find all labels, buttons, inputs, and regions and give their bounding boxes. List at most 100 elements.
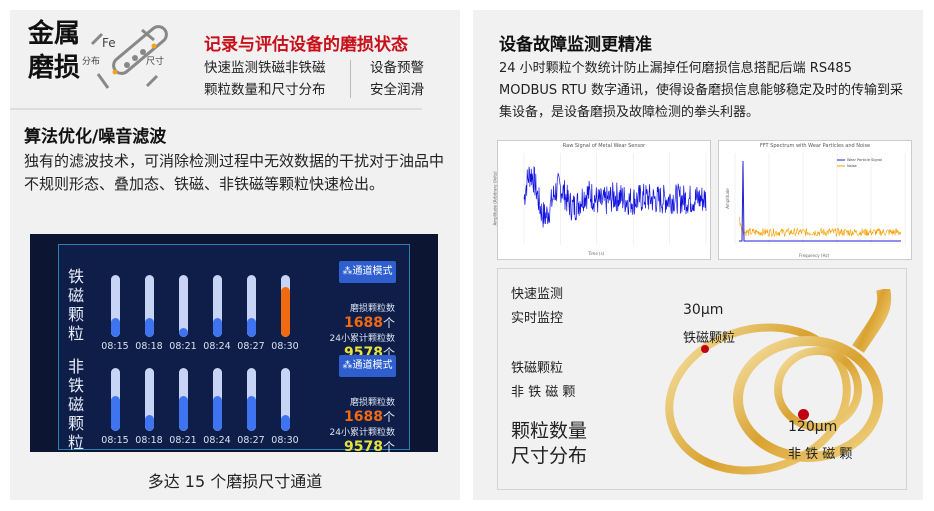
time-label: 08:15	[101, 435, 129, 446]
logo-fe: Fe	[102, 36, 116, 50]
headline: 记录与评估设备的磨损状态	[204, 35, 408, 55]
unit: 个	[382, 410, 395, 424]
total-count: 9578	[344, 439, 383, 455]
particle2-type: 非 铁 磁 颗	[788, 447, 853, 462]
logo-left: 分布	[82, 57, 101, 67]
section-title: 算法优化/噪音滤波	[24, 127, 167, 147]
channel-bar	[179, 368, 188, 431]
channel-fill	[247, 396, 256, 431]
title-wear: 磨损	[28, 53, 81, 83]
channel-fill	[179, 327, 188, 337]
list-item: 实时监控	[511, 311, 564, 326]
channel-fill	[111, 396, 120, 431]
channel-mode-button[interactable]: ⁂通道模式	[339, 355, 396, 377]
channel-fill	[145, 318, 154, 337]
row-label: 非铁磁颗粒	[67, 357, 84, 452]
feature-a-2: 颗粒数量和尺寸分布	[204, 82, 326, 98]
channel-bar	[111, 368, 120, 431]
channel-fill	[213, 318, 222, 337]
list1: 快速监测 实时监控	[511, 283, 563, 331]
right-title: 设备故障监测更精准	[499, 35, 652, 55]
fft-chart: FFT Spectrum with Wear Particles and Noi…	[718, 140, 912, 260]
time-label: 08:15	[101, 341, 129, 352]
caption: 多达 15 个磨损尺寸通道	[147, 472, 323, 491]
total-label: 24小累计颗粒数	[329, 334, 395, 344]
divider	[10, 108, 422, 110]
raw-signal-line	[523, 165, 707, 228]
wear-count: 1688	[344, 315, 383, 331]
mode-label: 通道模式	[352, 266, 393, 277]
list-item: 尺寸分布	[511, 445, 588, 467]
total-label: 24小累计颗粒数	[329, 428, 395, 438]
row-label: 铁磁颗粒	[67, 267, 84, 343]
time-label: 08:27	[237, 341, 265, 352]
y-axis-label: Amplitude	[724, 188, 730, 209]
divider	[350, 60, 351, 98]
feature-b-2: 安全润滑	[370, 82, 424, 98]
chart-title: Raw Signal of Metal Wear Sensor	[562, 143, 646, 149]
legend-noise: Noise	[847, 164, 857, 168]
channel-fill	[179, 396, 188, 431]
dashboard-frame: 铁磁颗粒 08:15 08:18 08:21 08:24 08:27 08:30 ⁂通道模式磨…	[58, 244, 410, 455]
channel-fill	[281, 287, 290, 337]
channel-fill	[213, 396, 222, 431]
oil-swirl-image	[665, 289, 892, 475]
particle2-size: 120μm	[788, 419, 838, 435]
x-axis-label: Frequency (Hz)	[799, 253, 830, 258]
time-label: 08:18	[135, 435, 163, 446]
channel-bar	[145, 368, 154, 431]
channel-fill	[111, 318, 120, 337]
wear-signal-line	[739, 160, 901, 242]
time-label: 08:21	[169, 341, 197, 352]
particle2-dot	[798, 409, 809, 420]
channel-bar	[111, 275, 120, 337]
particle-counts: 磨损颗粒数 1688个 24小累计颗粒数 9578个	[330, 395, 395, 455]
unit: 个	[382, 316, 395, 330]
unit: 个	[382, 440, 395, 454]
title-metal: 金属	[28, 19, 81, 49]
time-label: 08:24	[203, 435, 231, 446]
channel-bar	[281, 368, 290, 431]
channel-mode-button[interactable]: ⁂通道模式	[339, 261, 396, 283]
raw-signal-chart: Raw Signal of Metal Wear Sensor Time (s)…	[493, 140, 711, 260]
channel-bar	[213, 275, 222, 337]
list-item: 颗粒数量	[511, 420, 588, 442]
dashboard: 铁磁颗粒 08:15 08:18 08:21 08:24 08:27 08:30 ⁂通道模式磨…	[30, 234, 438, 455]
wear-logo-icon: Fe 分布 尺寸	[82, 24, 172, 94]
particle-box: 快速监测 实时监控 铁磁颗粒 非 铁 磁 颗 颗粒数量 尺寸分布 30μm 铁磁…	[497, 268, 907, 490]
right-panel: 设备故障监测更精准 24 小时颗粒个数统计防止漏掉任何磨损信息搭配后端 RS48…	[473, 10, 923, 500]
y-axis-label: Amplitude (Arbitrary Units)	[492, 171, 498, 226]
mode-label: 通道模式	[352, 360, 393, 371]
list2: 铁磁颗粒 非 铁 磁 颗	[511, 357, 575, 405]
channel-icon: ⁂	[342, 266, 353, 277]
time-label: 08:21	[169, 435, 197, 446]
time-label: 08:27	[237, 435, 265, 446]
section-body: 独有的滤波技术，可消除检测过程中无效数据的干扰对于油品中不规则形态、叠加态、铁磁…	[24, 152, 445, 193]
channel-bar	[145, 275, 154, 337]
time-label: 08:18	[135, 341, 163, 352]
list-item: 快速监测	[511, 287, 564, 302]
channel-bar	[247, 275, 256, 337]
wear-label: 磨损颗粒数	[349, 304, 395, 314]
feature-b-1: 设备预警	[370, 60, 424, 76]
channel-icon: ⁂	[342, 360, 353, 371]
channel-fill	[281, 415, 290, 431]
wear-label: 磨损颗粒数	[349, 398, 395, 408]
noise-line	[738, 216, 902, 238]
channel-bar	[179, 275, 188, 337]
list-item: 铁磁颗粒	[511, 361, 564, 376]
list-item: 非 铁 磁 颗	[511, 385, 576, 400]
particle1-size: 30μm	[683, 302, 724, 318]
wear-count: 1688	[344, 409, 383, 425]
time-label: 08:30	[271, 435, 299, 446]
chart-title: FFT Spectrum with Wear Particles and Noi…	[759, 143, 871, 149]
channel-bar	[247, 368, 256, 431]
right-body: 24 小时颗粒个数统计防止漏掉任何磨损信息搭配后端 RS485 MODBUS R…	[499, 61, 903, 120]
legend-signal: Wear Particle Signal	[847, 158, 882, 162]
x-axis-label: Time (s)	[588, 251, 605, 256]
particle1-dot	[701, 345, 709, 353]
channel-bar	[281, 275, 290, 337]
logo-right: 尺寸	[146, 57, 165, 67]
time-label: 08:24	[203, 341, 231, 352]
channel-fill	[247, 318, 256, 337]
